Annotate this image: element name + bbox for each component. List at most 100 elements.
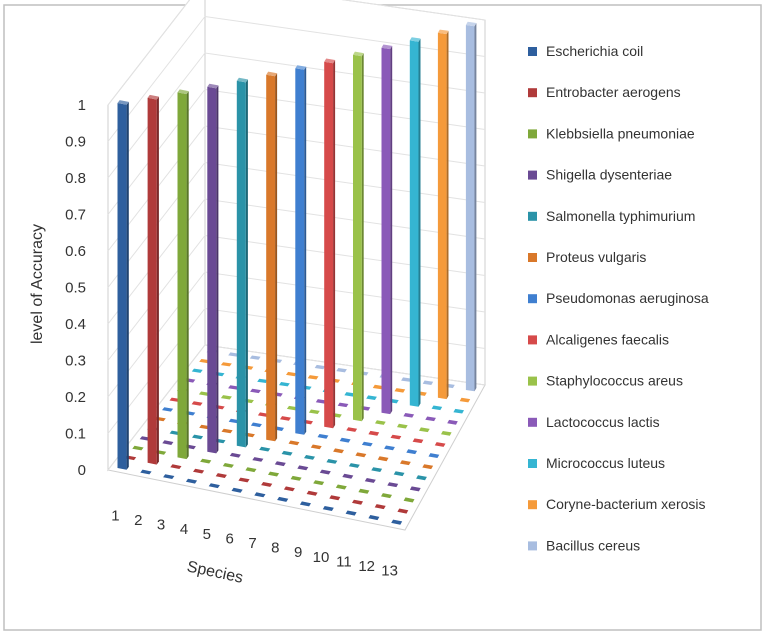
- legend-item: Proteus vulgaris: [528, 249, 646, 265]
- floor-marker: [447, 419, 458, 425]
- floor-marker: [375, 420, 386, 425]
- legend-label: Klebbsiella pneumoniae: [546, 125, 695, 141]
- floor-marker: [229, 452, 241, 458]
- legend-item: Staphylococcus areus: [528, 373, 683, 389]
- y-tick-label: 0.7: [65, 207, 86, 224]
- floor-marker: [419, 427, 430, 433]
- floor-marker: [374, 504, 386, 510]
- chart-bars: [117, 21, 477, 470]
- floor-marker: [249, 355, 261, 360]
- floor-marker: [355, 452, 367, 458]
- floor-marker: [306, 490, 318, 496]
- legend-item: Micrococcus luteus: [528, 455, 665, 471]
- bar-front: [409, 40, 419, 407]
- legend-label: Pseudomonas aeruginosa: [546, 290, 709, 306]
- floor-marker: [257, 412, 269, 417]
- floor-marker: [393, 471, 405, 477]
- legend-swatch: [528, 88, 537, 98]
- floor-marker: [326, 459, 338, 464]
- bar-side: [418, 38, 421, 407]
- bar: [465, 21, 477, 392]
- floor-marker: [394, 388, 406, 393]
- floor-marker: [221, 428, 233, 434]
- bar-top: [266, 71, 278, 77]
- floor-marker: [352, 499, 363, 505]
- bar-front: [177, 92, 187, 460]
- floor-marker: [280, 416, 291, 421]
- floor-marker: [191, 401, 203, 406]
- floor-marker: [162, 440, 174, 445]
- bar: [266, 71, 278, 442]
- x-axis-ticks: 1 2 3 4 5 6 7 8 9 10 11 12 13: [111, 507, 398, 579]
- floor-marker: [329, 495, 341, 501]
- bar-top: [381, 44, 393, 50]
- floor-marker: [286, 405, 298, 411]
- floor-marker: [391, 519, 403, 525]
- y-tick-label: 0.2: [65, 389, 86, 406]
- floor-marker: [220, 395, 232, 400]
- bar-top: [117, 100, 129, 105]
- floor-marker: [364, 478, 376, 483]
- floor-marker: [377, 456, 389, 462]
- legend-swatch: [528, 335, 537, 345]
- floor-marker: [185, 478, 198, 484]
- floor-marker: [257, 378, 268, 383]
- floor-marker: [406, 449, 418, 455]
- floor-marker: [191, 368, 203, 373]
- floor-marker: [346, 427, 358, 432]
- floor-marker: [268, 471, 280, 477]
- x-tick-label: 9: [294, 544, 302, 561]
- floor-marker: [425, 416, 436, 422]
- legend-swatch: [528, 294, 537, 304]
- floor-marker: [441, 431, 452, 436]
- legend-label: Proteus vulgaris: [546, 249, 646, 265]
- bar-top: [324, 58, 336, 64]
- legend-label: Salmonella typhimurium: [546, 208, 695, 224]
- bar-side: [245, 79, 248, 448]
- bar-front: [117, 103, 127, 470]
- legend-swatch: [528, 211, 537, 221]
- floor-marker: [381, 493, 392, 499]
- floor-marker: [163, 474, 175, 479]
- bar: [236, 77, 248, 448]
- bar-top: [295, 65, 307, 70]
- floor-marker: [299, 501, 311, 507]
- floor-marker: [371, 467, 383, 472]
- legend-label: Entrobacter aerogens: [546, 84, 681, 100]
- floor-marker: [348, 463, 360, 468]
- floor-marker: [259, 446, 271, 452]
- floor-marker: [315, 399, 327, 404]
- legend-label: Shigella dysenteriae: [546, 167, 672, 183]
- legend-item: Alcaligenes faecalis: [528, 331, 669, 347]
- floor-marker: [313, 480, 325, 486]
- legend-swatch: [528, 500, 537, 510]
- x-tick-label: 10: [313, 549, 330, 566]
- floor-marker: [368, 430, 380, 436]
- floor-marker: [401, 377, 412, 382]
- bar-front: [295, 68, 305, 435]
- bar: [147, 94, 159, 465]
- floor-marker: [250, 388, 261, 394]
- floor-marker: [368, 515, 380, 521]
- floor-marker: [422, 464, 434, 470]
- bar-side: [156, 96, 159, 465]
- floor-marker: [342, 473, 354, 479]
- bar-side: [126, 101, 129, 470]
- x-tick-label: 4: [180, 521, 188, 538]
- floor-marker: [358, 488, 370, 494]
- bar-front: [266, 74, 276, 442]
- y-tick-label: 0: [78, 462, 86, 479]
- bar-top: [409, 37, 421, 42]
- floor-marker: [390, 434, 402, 440]
- bar-front: [324, 61, 334, 429]
- floor-marker: [387, 482, 399, 488]
- bar-top: [177, 89, 189, 95]
- floor-marker: [231, 487, 243, 493]
- floor-marker: [434, 442, 446, 447]
- floor-marker: [345, 510, 357, 516]
- floor-marker: [333, 448, 344, 454]
- floor-marker: [304, 455, 315, 460]
- floor-marker: [222, 463, 234, 468]
- floor-marker: [336, 368, 347, 373]
